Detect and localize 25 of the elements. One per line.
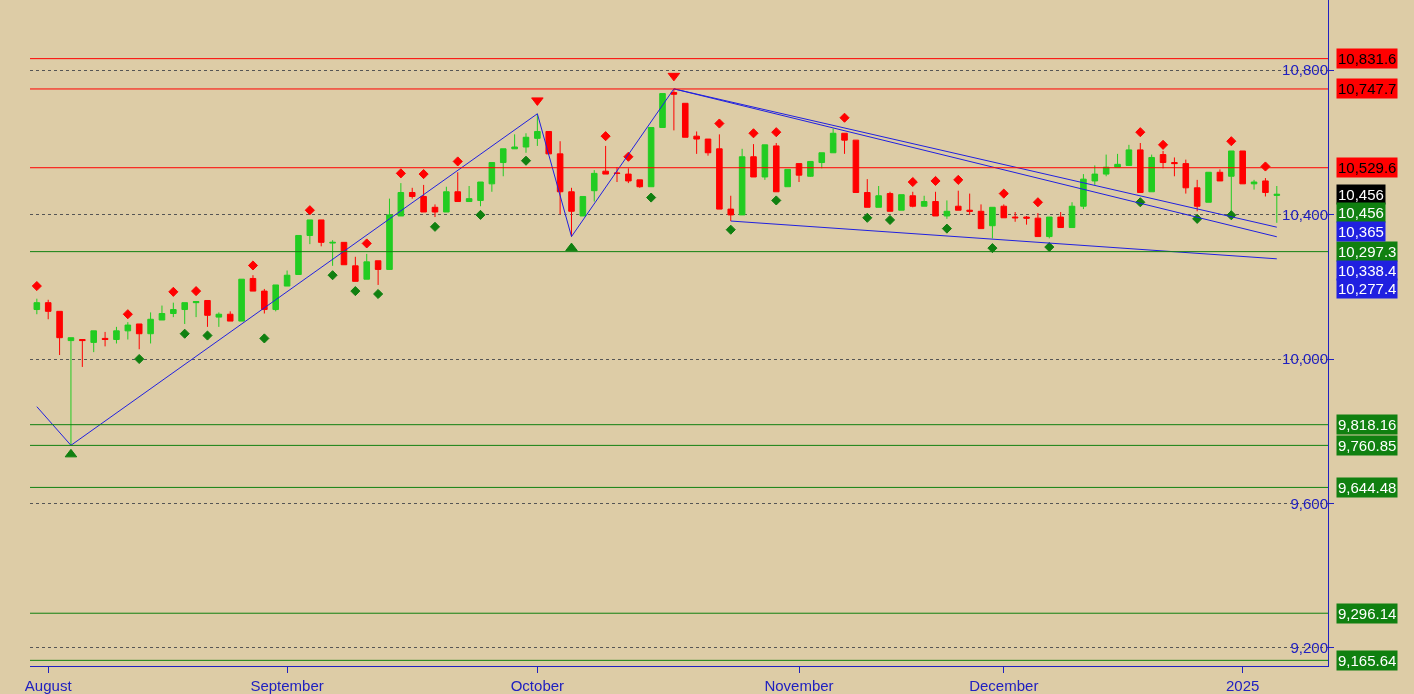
x-tick-label: September	[250, 677, 324, 694]
text: 10,456	[1338, 204, 1384, 221]
ref-line-label: 10,297.3	[1338, 243, 1397, 260]
ref-line-label: 10,529.6	[1338, 159, 1397, 176]
y-tick-label: 10,000	[1282, 350, 1328, 368]
x-tick-label: October	[510, 677, 565, 694]
text: 10,456	[1338, 186, 1384, 203]
y-tick-label: 10,400	[1282, 205, 1328, 223]
ref-line-label: 9,644.48	[1338, 479, 1397, 496]
text: 10,338.4	[1338, 262, 1397, 279]
ref-line-label: 9,165.64	[1338, 652, 1397, 669]
x-tick-label: 2025	[1225, 677, 1260, 694]
ref-line-label: 9,296.14	[1338, 605, 1397, 622]
x-tick-label: November	[764, 677, 834, 694]
ref-line-label: 10,747.7	[1338, 80, 1397, 97]
y-tick-label: 9,200	[1290, 639, 1328, 657]
text: 10,277.4	[1338, 280, 1397, 297]
x-tick-label: December	[969, 677, 1039, 694]
ref-line-label: 9,760.85	[1338, 437, 1397, 454]
ref-line-label: 9,818.16	[1338, 416, 1397, 433]
ref-line-label: 10,831.6	[1338, 50, 1397, 67]
text: 10,365	[1338, 223, 1384, 240]
x-tick-label: August	[24, 677, 73, 694]
y-tick-label: 10,800	[1282, 61, 1328, 79]
y-tick-label: 9,600	[1290, 494, 1328, 512]
